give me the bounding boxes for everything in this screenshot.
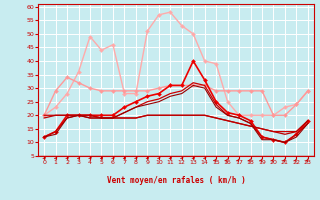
X-axis label: Vent moyen/en rafales ( km/h ): Vent moyen/en rafales ( km/h ) (107, 176, 245, 185)
